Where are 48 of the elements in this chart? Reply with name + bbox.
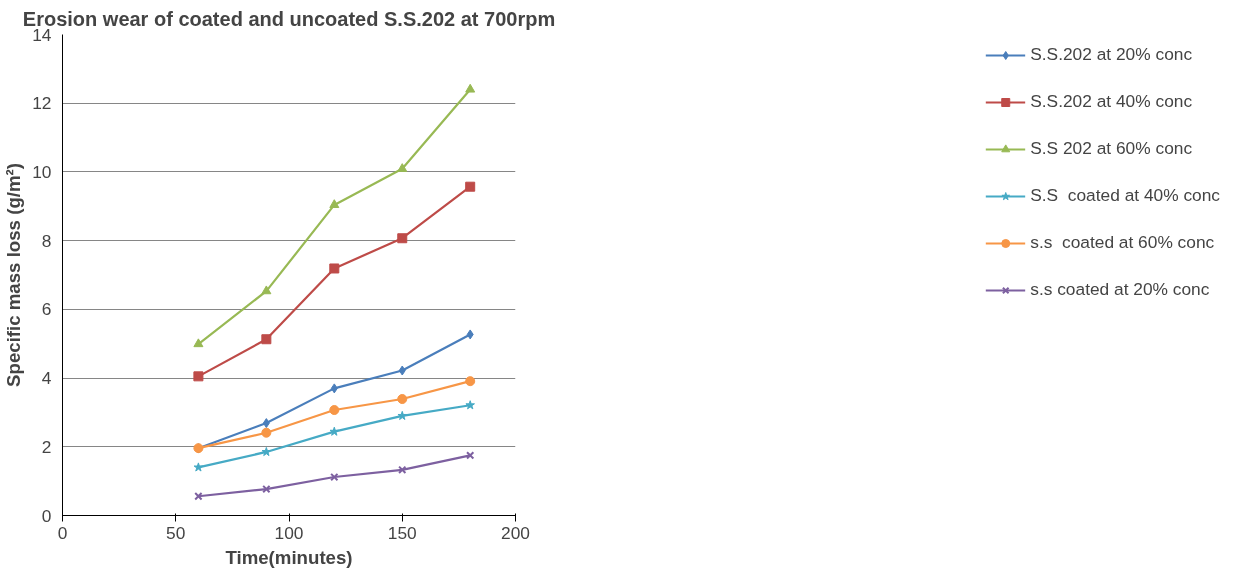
legend-label: s.s coated at 60% conc	[1030, 232, 1215, 253]
y-tick-label: 12	[32, 93, 52, 114]
point	[194, 492, 203, 501]
x-axis-title: Time(minutes)	[225, 546, 353, 568]
x-tick-label: 0	[57, 522, 68, 543]
point	[397, 233, 408, 244]
point	[193, 371, 204, 382]
y-tick-label: 4	[41, 368, 52, 389]
point	[465, 400, 475, 410]
y-tick-label: 2	[41, 436, 52, 457]
point	[330, 472, 339, 482]
point	[262, 418, 270, 429]
point	[329, 405, 340, 416]
point	[466, 451, 475, 460]
point	[193, 462, 204, 472]
y-tick-label: 0	[41, 505, 52, 526]
point	[397, 410, 408, 420]
point	[193, 338, 204, 348]
point	[261, 285, 272, 295]
legend-label: s.s coated at 20% conc	[1030, 279, 1210, 300]
point	[465, 83, 476, 93]
point	[465, 376, 476, 387]
point	[262, 484, 271, 494]
point	[261, 334, 272, 345]
y-tick-label: 8	[41, 230, 52, 251]
point	[398, 465, 407, 474]
x-tick-label: 200	[501, 522, 530, 543]
y-tick-label: 6	[41, 299, 52, 320]
chart-title: Erosion wear of coated and uncoated S.S.202 at 700rpm	[22, 7, 556, 30]
y-tick-label: 10	[32, 161, 52, 182]
x-tick-label: 150	[387, 522, 417, 543]
point	[397, 394, 408, 405]
point	[465, 181, 476, 192]
point	[330, 383, 338, 394]
x-tick-label: 100	[274, 522, 304, 543]
point	[329, 263, 340, 274]
x-tick-label: 50	[166, 522, 186, 543]
point	[398, 365, 406, 376]
point	[329, 426, 340, 436]
point	[397, 163, 408, 172]
point	[329, 199, 340, 209]
legend-label: S.S 202 at 60% conc	[1030, 138, 1193, 159]
y-axis-title: Specific mass loss (g/m²)	[3, 163, 25, 387]
point	[261, 427, 272, 438]
legend-label: S.S.202 at 20% conc	[1030, 44, 1193, 65]
legend-label: S.S.202 at 40% conc	[1030, 91, 1193, 112]
point	[466, 329, 474, 340]
legend-label: S.S coated at 40% conc	[1030, 185, 1220, 206]
